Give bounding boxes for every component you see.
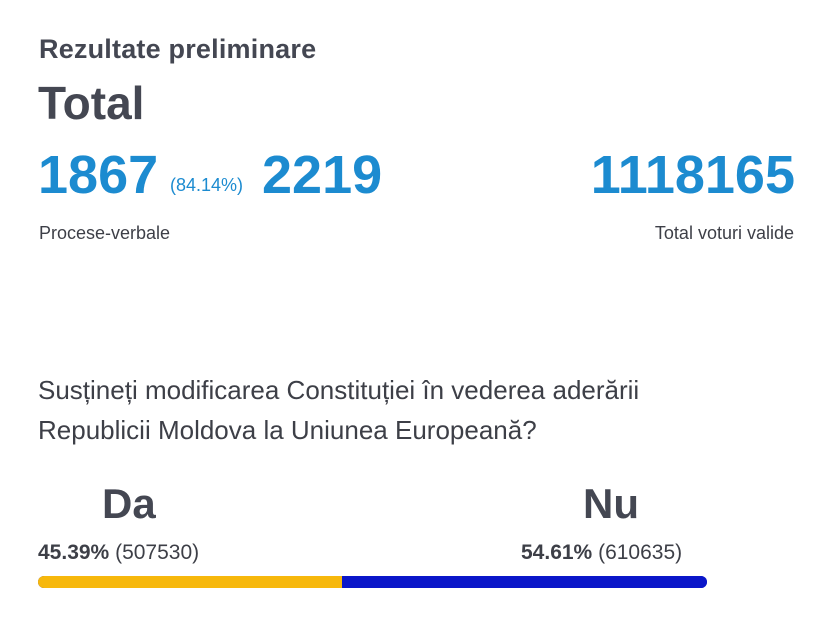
option-label-nu: Nu [583,480,639,527]
section-subtitle: Rezultate preliminare [39,34,317,64]
protocols-percent: (84.14%) [170,175,244,195]
protocols-caption: Procese-verbale [39,223,171,243]
option-stat-nu: 54.61% (610635) [521,541,682,565]
option-label-da: Da [102,480,156,527]
results-bar-nu [341,576,707,588]
option-stat-da: 45.39% (507530) [38,541,199,565]
valid-votes-total: 1118165 [590,145,795,205]
results-bar-da [38,576,342,588]
protocols-total: 2219 [262,145,383,205]
option-percent-da: 45.39% [38,541,110,564]
option-votes-da: (507530) [115,541,200,564]
valid-votes-caption: Total voturi valide [654,223,794,243]
referendum-question: Susțineți modificarea Constituției în ve… [38,375,640,445]
protocols-counted: 1867 [38,145,159,205]
option-percent-nu: 54.61% [521,541,593,564]
page-title: Total [38,77,145,129]
option-votes-nu: (610635) [598,541,683,564]
results-bar [38,576,707,588]
